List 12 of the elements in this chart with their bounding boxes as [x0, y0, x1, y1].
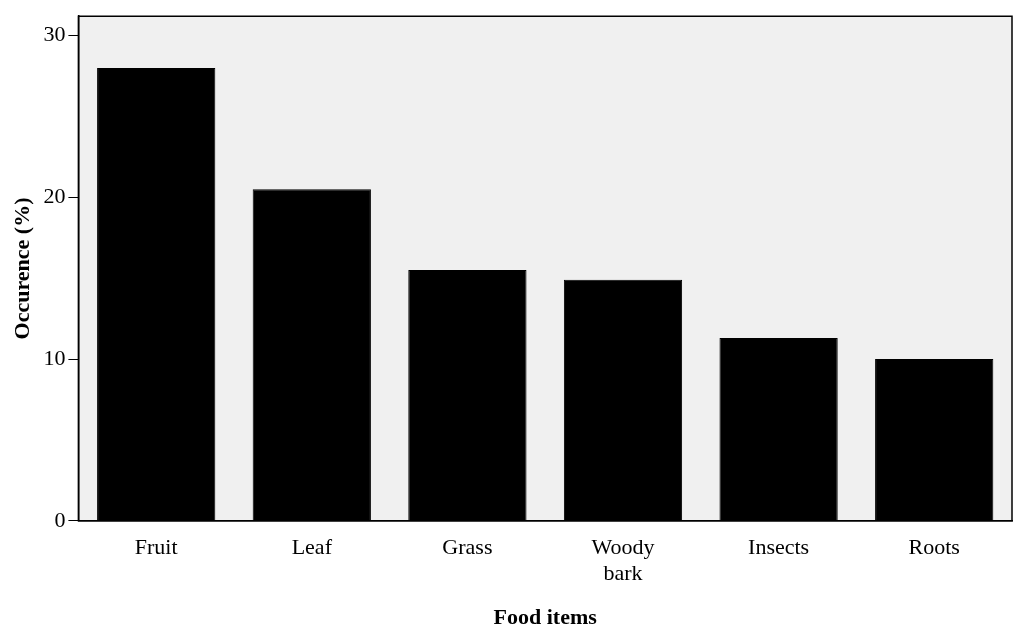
y-tick-label: 30 [43, 21, 66, 47]
x-tick-label: Roots [908, 533, 960, 559]
y-tick-label: 0 [54, 506, 66, 532]
x-tick-label: Fruit [134, 533, 178, 559]
x-tick-label: Grass [442, 533, 493, 559]
x-tick-label: Woody bark [591, 533, 655, 586]
y-tick-label: 20 [43, 183, 66, 209]
x-tick-label: Leaf [291, 533, 333, 559]
y-tick-label: 10 [43, 344, 66, 370]
x-axis-title: Food items [493, 604, 598, 630]
y-axis-title: Occurence (%) [8, 197, 34, 340]
x-tick-label: Insects [748, 533, 810, 559]
